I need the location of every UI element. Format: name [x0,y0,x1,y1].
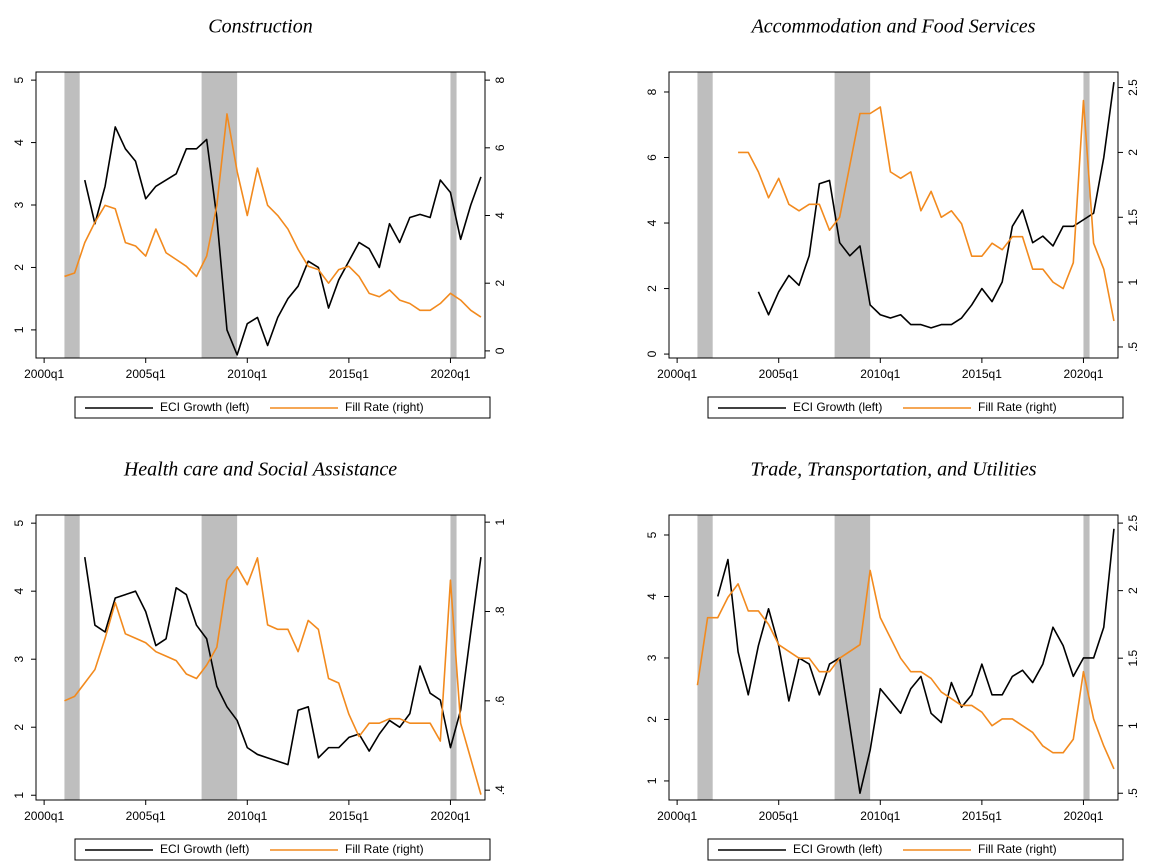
x-tick-label: 2000q1 [24,367,64,381]
y2-tick-label: 1 [1126,722,1140,729]
recession-shade [64,515,80,800]
legend-label: Fill Rate (right) [978,842,1057,856]
recession-shade [1083,72,1090,358]
x-tick-label: 2005q1 [126,809,166,823]
y2-tick-label: 8 [493,76,507,83]
series-line [64,557,482,795]
panel-title: Health care and Social Assistance [123,459,397,481]
y-tick-label: 1 [12,326,26,333]
y-tick-label: 3 [12,656,26,663]
x-tick-label: 2010q1 [227,367,267,381]
y-tick-label: 2 [645,285,659,292]
panel-title: Accommodation and Food Services [750,16,1036,38]
panel-title: Construction [208,16,312,38]
y2-tick-label: .5 [1126,788,1140,798]
y2-tick-label: 2.5 [1126,514,1140,531]
series-line [83,557,482,766]
y2-tick-label: 4 [493,212,507,219]
legend-label: ECI Growth (left) [793,842,882,856]
panel-title: Trade, Transportation, and Utilities [750,459,1036,481]
series-line [696,569,1115,770]
plot-frame [668,514,1119,801]
y-tick-label: 6 [645,154,659,161]
y-tick-label: 2 [12,724,26,731]
legend-label: Fill Rate (right) [345,400,424,414]
x-tick-label: 2020q1 [430,367,470,381]
recession-shade [697,515,713,800]
plot-frame [35,71,486,359]
x-tick-label: 2005q1 [759,367,799,381]
x-tick-label: 2015q1 [329,809,369,823]
y2-tick-label: .4 [493,785,507,795]
y-tick-label: 5 [12,520,26,527]
recession-shade [201,72,238,358]
plot-frame [668,71,1119,359]
y2-tick-label: 0 [493,347,507,354]
y-tick-label: 0 [645,350,659,357]
y2-tick-label: .6 [493,696,507,706]
plot-frame [35,514,486,801]
x-tick-label: 2020q1 [1063,367,1103,381]
x-tick-label: 2010q1 [860,367,900,381]
x-tick-label: 2005q1 [126,367,166,381]
legend-label: ECI Growth (left) [160,400,249,414]
x-tick-label: 2015q1 [962,367,1002,381]
panel: Health care and Social Assistance 2000q1 2… [12,459,507,861]
recession-shade [201,515,238,800]
y2-tick-label: 6 [493,144,507,151]
y2-tick-label: 2 [1126,587,1140,594]
y-tick-label: 5 [12,76,26,83]
y-tick-label: 4 [645,219,659,226]
series-line [64,113,482,318]
y-tick-label: 2 [645,716,659,723]
y-tick-label: 2 [12,264,26,271]
legend-label: ECI Growth (left) [160,842,249,856]
x-tick-label: 2020q1 [430,809,470,823]
y2-tick-label: 1 [493,518,507,525]
y-tick-label: 3 [645,654,659,661]
y2-tick-label: 2.5 [1126,79,1140,96]
y2-tick-label: .5 [1126,342,1140,352]
y-tick-label: 4 [645,593,659,600]
panel: Trade, Transportation, and Utilities 2000… [645,459,1140,861]
series-line [757,82,1115,329]
recession-shade [64,72,80,358]
recession-shade [697,72,713,358]
y2-tick-label: 1.5 [1126,209,1140,226]
x-tick-label: 2015q1 [329,367,369,381]
panel: Accommodation and Food Services 2000q1 200… [645,16,1140,419]
x-tick-label: 2020q1 [1063,809,1103,823]
legend-label: Fill Rate (right) [345,842,424,856]
y-tick-label: 3 [12,201,26,208]
recession-shade [450,72,457,358]
y-tick-label: 1 [645,777,659,784]
x-tick-label: 2010q1 [860,809,900,823]
x-tick-label: 2005q1 [759,809,799,823]
y2-tick-label: 1 [1126,278,1140,285]
y-tick-label: 5 [645,531,659,538]
series-line [83,126,482,356]
y2-tick-label: .8 [493,606,507,616]
x-tick-label: 2000q1 [24,809,64,823]
y-tick-label: 4 [12,588,26,595]
x-tick-label: 2010q1 [227,809,267,823]
y2-tick-label: 1.5 [1126,650,1140,667]
legend-label: Fill Rate (right) [978,400,1057,414]
y-tick-label: 4 [12,139,26,146]
series-line [738,99,1115,322]
y2-tick-label: 2 [493,280,507,287]
y-tick-label: 1 [12,792,26,799]
recession-shade [450,515,457,800]
x-tick-label: 2000q1 [657,809,697,823]
legend-label: ECI Growth (left) [793,400,882,414]
series-line [716,528,1115,795]
y2-tick-label: 2 [1126,149,1140,156]
x-tick-label: 2000q1 [657,367,697,381]
x-tick-label: 2015q1 [962,809,1002,823]
y-tick-label: 8 [645,88,659,95]
